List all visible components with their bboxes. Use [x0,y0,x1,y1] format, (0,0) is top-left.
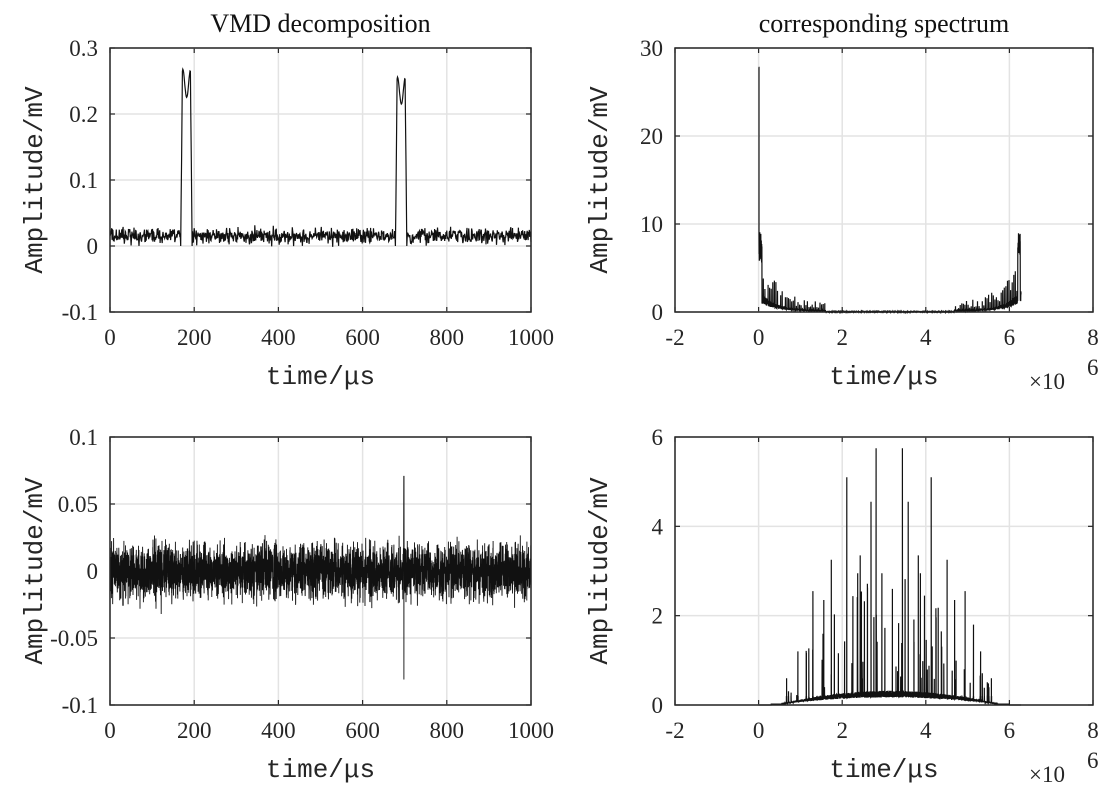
x-tick-label: -2 [665,718,684,743]
y-axis-label: Amplitude/mV [585,86,615,274]
x-axis-label: time/μs [266,362,375,392]
x-multiplier-exponent: 6 [1087,355,1099,380]
series-line-spectrum-2 [758,448,1022,706]
plot-area [675,48,1093,312]
y-tick-label: -0.1 [62,300,98,325]
y-tick-label: 6 [652,425,664,450]
x-tick-label: 2 [836,718,848,743]
x-tick-label: 0 [753,718,765,743]
x-tick-label: 600 [345,325,380,350]
x-tick-label: 800 [430,718,465,743]
y-tick-label: 0 [652,693,664,718]
x-multiplier-exponent: 6 [1087,748,1099,773]
x-tick-label: 8 [1087,718,1099,743]
x-axis-label: time/μs [829,755,938,785]
x-tick-label: 800 [430,325,465,350]
y-tick-label: 0.1 [69,168,98,193]
chart-title: corresponding spectrum [759,9,1010,38]
x-tick-label: 6 [1004,325,1016,350]
series-line-mode-1 [109,67,532,247]
y-axis-label: Amplitude/mV [20,477,50,665]
y-tick-label: 0.1 [69,425,98,450]
x-tick-label: 4 [920,718,932,743]
y-tick-label: 20 [640,124,663,149]
x-tick-label: 0 [104,325,116,350]
x-tick-label: -2 [665,325,684,350]
x-axis-label: time/μs [829,362,938,392]
x-tick-label: 200 [177,325,212,350]
y-tick-label: 4 [652,514,664,539]
x-tick-label: 1000 [508,325,554,350]
y-tick-label: 0.2 [69,102,98,127]
y-axis-label: Amplitude/mV [20,86,50,274]
x-multiplier-label: ×10 [1029,762,1065,787]
y-tick-label: 10 [640,212,663,237]
x-tick-label: 6 [1004,718,1016,743]
axes-box [109,47,532,313]
x-tick-label: 600 [345,718,380,743]
y-tick-label: -0.05 [50,626,98,651]
y-tick-label: 30 [640,36,663,61]
x-tick-label: 4 [920,325,932,350]
x-multiplier-label: ×10 [1029,369,1065,394]
plot-area [675,437,1093,705]
x-tick-label: 8 [1087,325,1099,350]
y-tick-label: 0 [87,559,99,584]
axes-box [674,47,1094,313]
x-tick-label: 2 [836,325,848,350]
x-tick-label: 400 [261,325,296,350]
series-line-mode-2 [109,475,532,680]
x-tick-label: 400 [261,718,296,743]
y-tick-label: 0 [652,300,664,325]
chart-title: VMD decomposition [210,9,430,38]
x-axis-label: time/μs [266,755,375,785]
y-tick-label: -0.1 [62,693,98,718]
y-tick-label: 0.3 [69,36,98,61]
x-tick-label: 0 [753,325,765,350]
axes-box [674,436,1094,706]
x-tick-label: 0 [104,718,116,743]
axes-box [109,436,532,706]
y-tick-label: 0 [87,234,99,259]
x-tick-label: 1000 [508,718,554,743]
y-tick-label: 2 [652,604,664,629]
y-axis-label: Amplitude/mV [585,477,615,665]
x-tick-label: 200 [177,718,212,743]
y-tick-label: 0.05 [58,492,98,517]
subplot-3: 0 200 400 600 800 1000 -0.1 -0.05 0 0.05 0.1 time/μ… [20,425,554,785]
